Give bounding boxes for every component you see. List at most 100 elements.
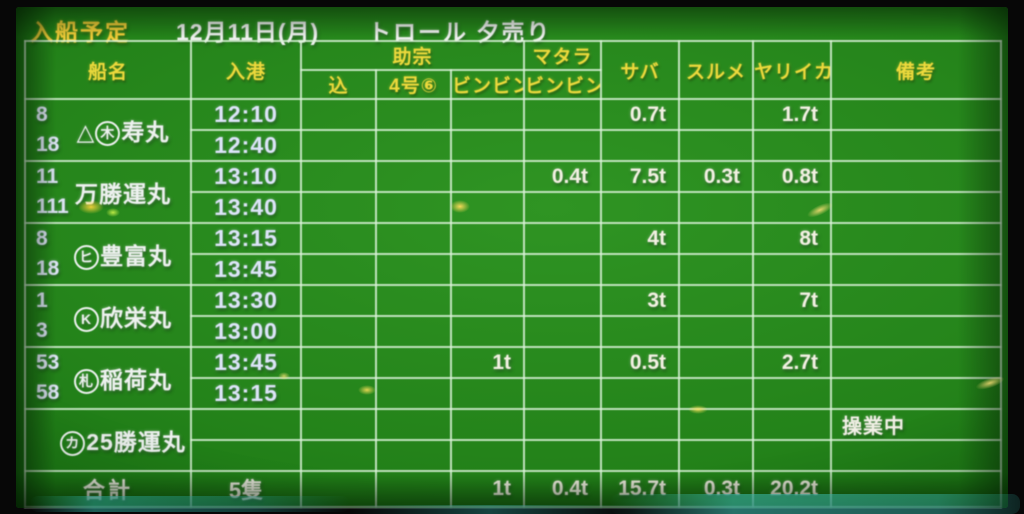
header-sukeso-binbin: ビンビン (449, 69, 526, 100)
no4-cell (375, 315, 452, 348)
ship-name-cell: カ 25勝運丸 (24, 408, 192, 472)
table-row: 13:40 (25, 191, 1003, 224)
table-row: 8 18 △ 木寿丸 12:10 0.7t 1.7t (24, 98, 1003, 162)
binbin-cell (449, 284, 526, 317)
table-header: 船名 入港 助宗 マタラ サバ スルメ ヤリイカ 備考 込 4号⑥ ビンビン ビ… (24, 40, 1003, 100)
catch-number-bottom: 18 (36, 133, 60, 156)
yariika-cell: 7t (752, 284, 833, 317)
matara-cell (523, 439, 603, 472)
ship-name-cell: 1 3 K 欣栄丸 (24, 284, 192, 348)
total-binbin: 1t (449, 470, 526, 508)
no4-cell (375, 377, 452, 410)
surume-cell (678, 377, 755, 410)
circled-mark: カ (60, 431, 86, 456)
komi-cell (300, 346, 377, 379)
saba-cell: 0.7t (600, 98, 681, 131)
catch-number-top: 11 (36, 165, 59, 188)
ship-name: カ 25勝運丸 (27, 423, 189, 457)
header-remarks: 備考 (830, 40, 1003, 100)
header-sukeso-komi: 込 (300, 69, 377, 100)
saba-cell (600, 439, 681, 472)
title-bar: 入船予定 12月11日(月) トロール 夕売り (16, 9, 1008, 45)
header-sukeso-no4: 4号⑥ (375, 69, 452, 100)
table-row: カ 25勝運丸 操業中 (24, 408, 1003, 472)
no4-cell (375, 222, 452, 255)
yariika-cell (752, 315, 833, 348)
komi-cell (300, 408, 377, 441)
binbin-cell (449, 439, 526, 472)
arrival-time-cell: 13:15 (190, 377, 302, 410)
komi-cell (300, 253, 377, 286)
matara-cell: 0.4t (523, 160, 603, 193)
saba-cell (600, 377, 681, 410)
surume-cell (678, 191, 755, 224)
total-row: 合計 5隻 1t 0.4t 15.7t 0.3t 20.2t (24, 470, 1003, 508)
binbin-cell (449, 253, 526, 286)
remarks-cell (830, 222, 1003, 255)
green-display-screen: 入船予定 12月11日(月) トロール 夕売り 船名 入港 助宗 マタラ サバ … (16, 7, 1008, 508)
saba-cell: 0.5t (600, 346, 681, 379)
catch-number-top: 53 (36, 351, 60, 374)
komi-cell (300, 129, 377, 162)
matara-cell (523, 253, 603, 286)
yariika-cell: 0.8t (752, 160, 833, 193)
arrival-time-cell: 13:00 (190, 315, 302, 348)
arrival-time-cell (190, 408, 302, 441)
table-row: 8 18 ヒ豊富丸 13:15 4t 8t (24, 222, 1003, 286)
catch-number-top: 1 (36, 289, 48, 312)
komi-cell (300, 222, 377, 255)
binbin-cell (449, 408, 526, 441)
arrival-time-cell: 13:45 (190, 346, 302, 379)
no4-cell (375, 439, 452, 472)
no4-cell (375, 160, 452, 193)
arrival-time-cell: 13:15 (190, 222, 302, 255)
no4-cell (375, 346, 452, 379)
circled-mark: ヒ (74, 245, 99, 270)
saba-cell (600, 191, 681, 224)
arrival-time-cell (190, 439, 302, 472)
komi-cell (300, 439, 377, 472)
ship-name: K 欣栄丸 (27, 299, 189, 333)
remarks-cell (830, 439, 1003, 472)
table-row: 13:00 (25, 315, 1003, 348)
surume-cell (678, 408, 755, 441)
surume-cell (678, 284, 755, 317)
arrival-time-cell: 13:10 (190, 160, 302, 193)
header-matara: マタラ (523, 40, 603, 71)
circled-mark: 木 (95, 121, 121, 146)
yariika-cell (752, 253, 833, 286)
header-ship-name: 船名 (24, 40, 192, 100)
table-row: 13:45 (25, 253, 1003, 286)
circled-mark: 札 (74, 369, 99, 394)
remarks-cell (830, 129, 1003, 162)
header-yariika: ヤリイカ (752, 40, 833, 100)
header-saba: サバ (600, 40, 681, 100)
catch-number-bottom: 111 (36, 195, 69, 218)
remarks-cell (830, 191, 1003, 224)
surume-cell (678, 253, 755, 286)
remarks-cell (830, 284, 1003, 317)
ship-name-cell: 8 18 ヒ豊富丸 (24, 222, 192, 286)
ship-name: ヒ豊富丸 (27, 237, 189, 271)
saba-cell (600, 253, 681, 286)
total-surume: 0.3t (678, 470, 755, 508)
yariika-cell: 1.7t (752, 98, 833, 131)
surume-cell (678, 129, 755, 162)
header-surume: スルメ (678, 40, 755, 100)
saba-cell (600, 408, 681, 441)
remarks-cell: 操業中 (830, 408, 1003, 441)
yariika-cell: 8t (752, 222, 833, 255)
circled-mark: K (74, 307, 99, 332)
saba-cell (600, 129, 681, 162)
table-row: 13:15 (25, 377, 1003, 410)
table-row (25, 439, 1003, 472)
no4-cell (375, 98, 452, 131)
remarks-cell (830, 253, 1003, 286)
remarks-cell (830, 346, 1003, 379)
matara-cell (523, 222, 603, 255)
matara-cell (523, 191, 603, 224)
yariika-cell (752, 408, 833, 441)
total-no4 (375, 470, 452, 508)
matara-cell (523, 377, 603, 410)
remarks-cell (830, 98, 1003, 131)
